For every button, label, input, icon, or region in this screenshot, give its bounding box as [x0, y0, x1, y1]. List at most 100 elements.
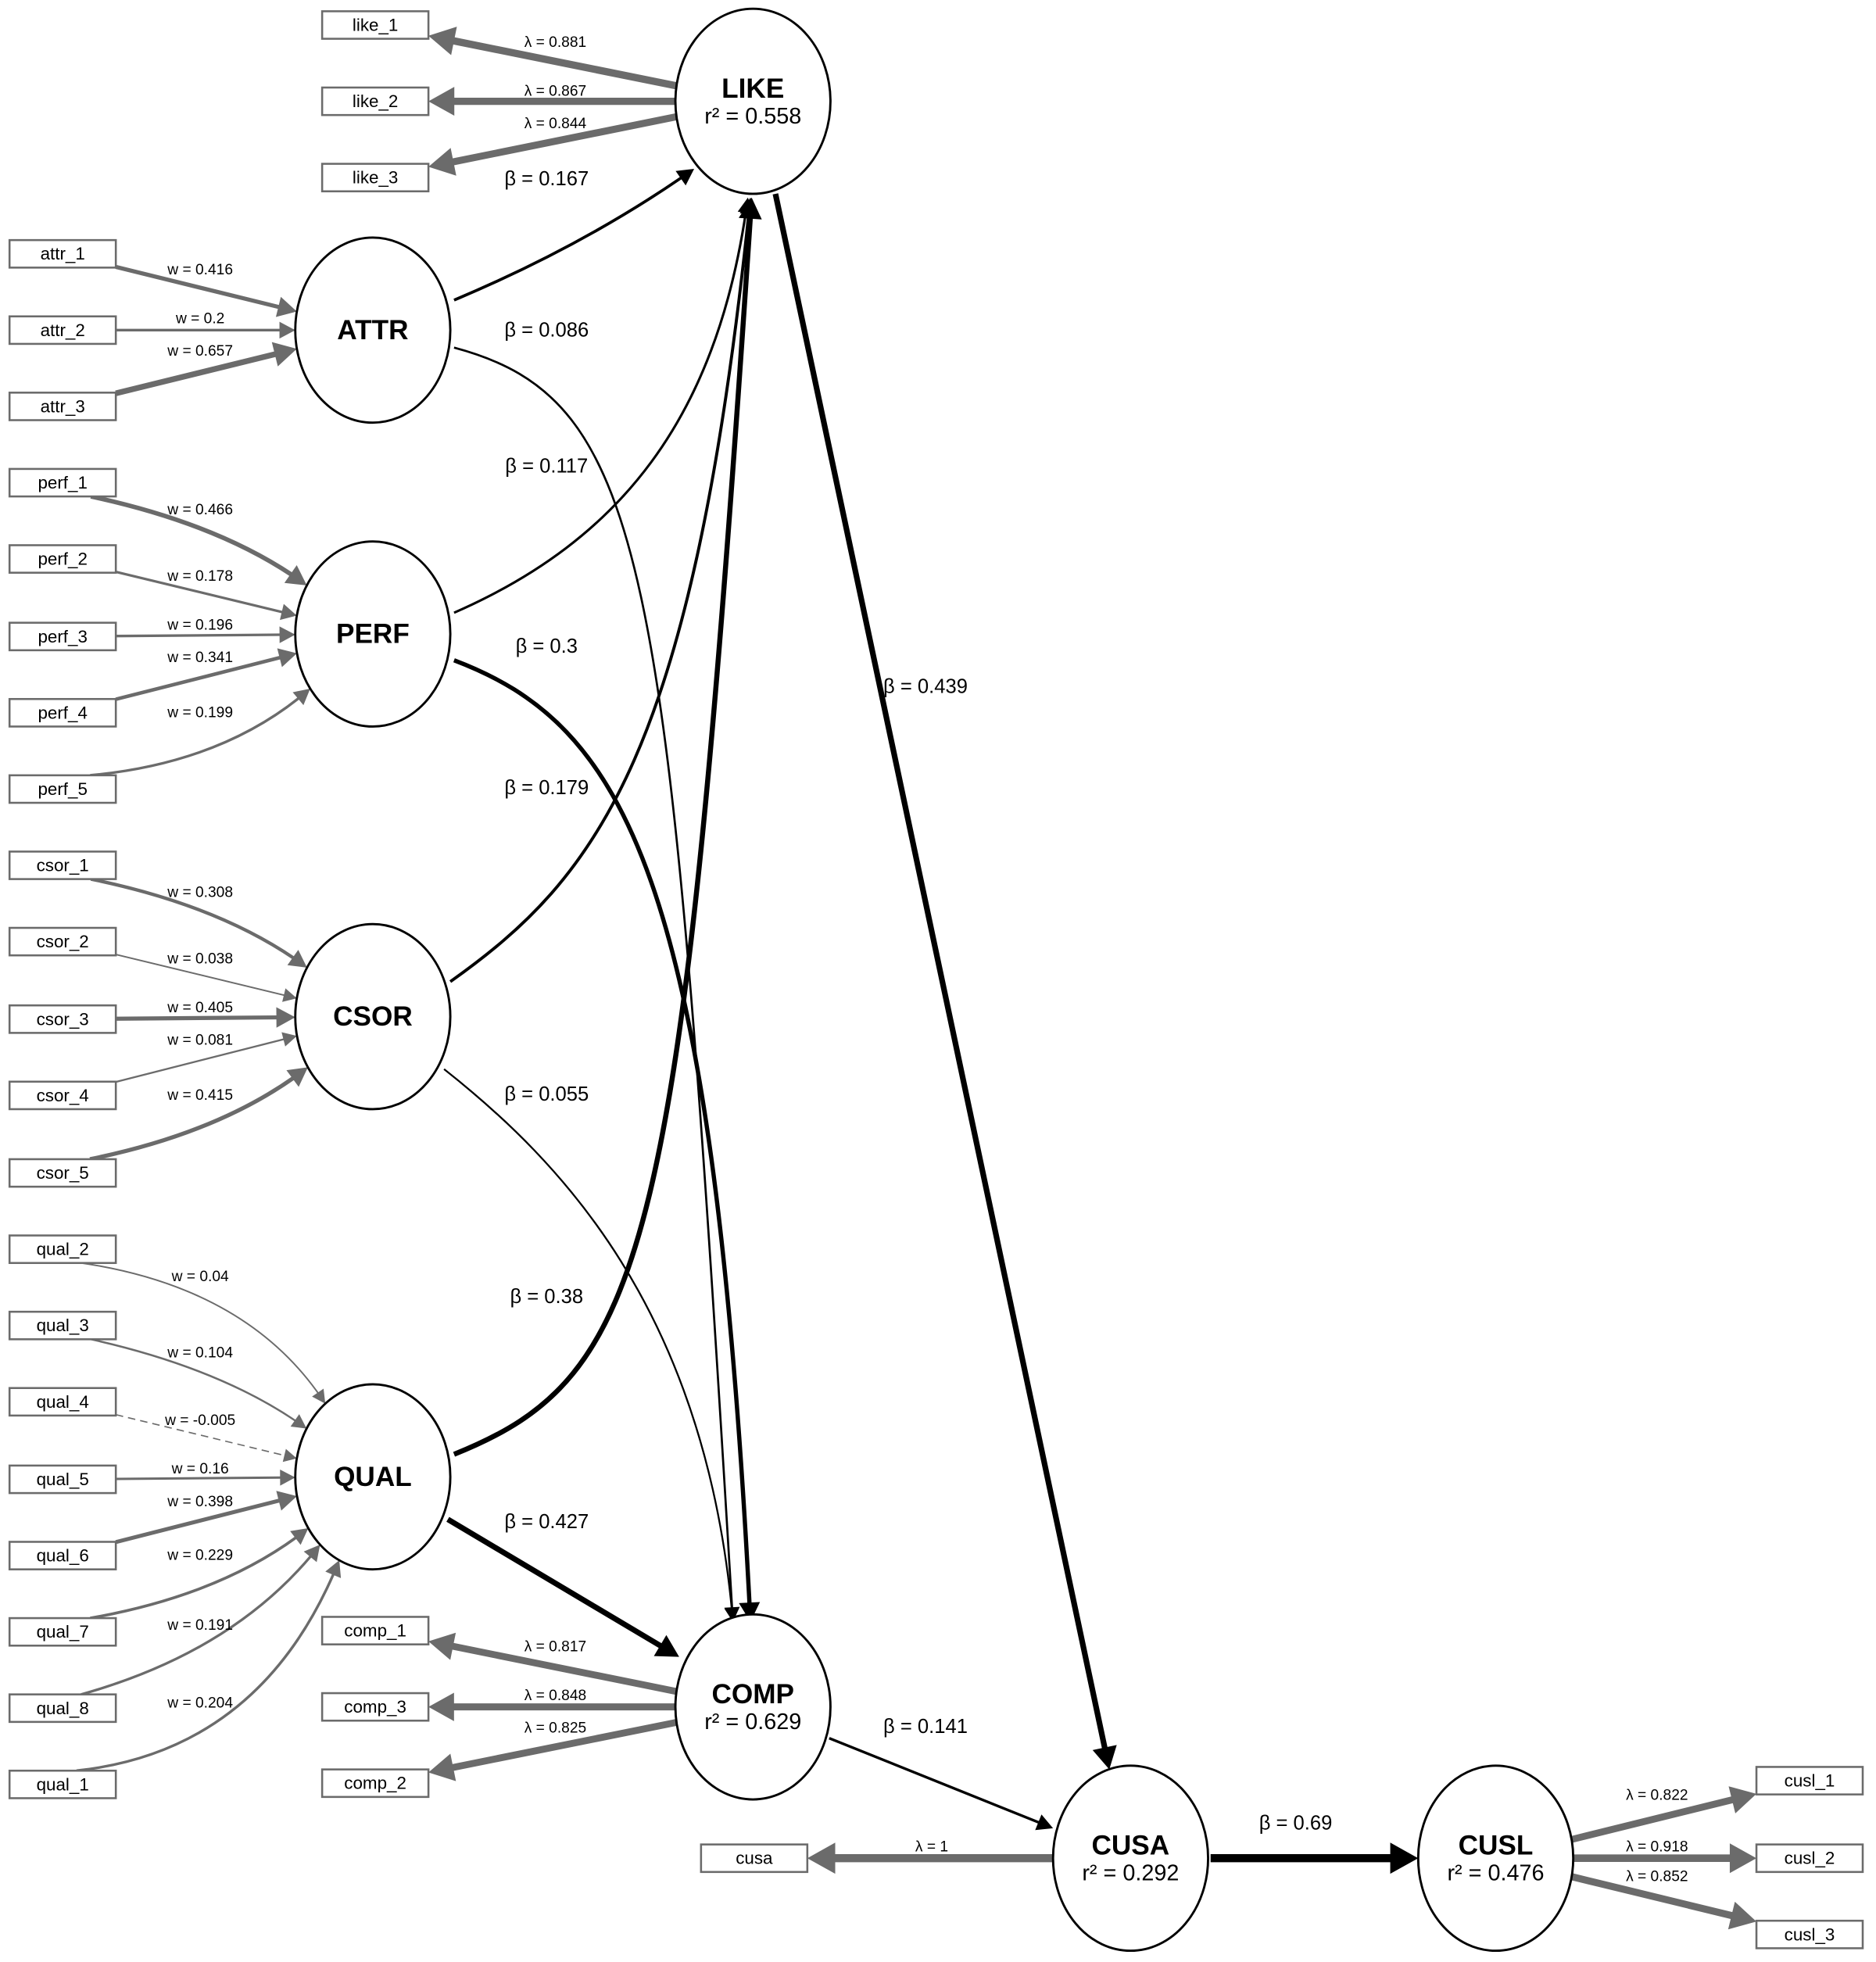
indicator-label: cusl_3: [1785, 1924, 1835, 1944]
measurement-edge-qual_4: [115, 1413, 297, 1459]
measurement-edge-comp_1: [428, 1638, 678, 1695]
indicator-label: cusl_2: [1785, 1849, 1835, 1868]
indicator-label: perf_1: [38, 473, 87, 492]
measurement-edge-cusl_1: [1570, 1790, 1758, 1843]
edge-label-cusl_2: λ = 0.918: [1626, 1838, 1688, 1855]
edge-label-csor_1: w = 0.308: [166, 885, 233, 901]
edge-label-csor_4: w = 0.081: [166, 1032, 233, 1048]
indicator-attr_3: attr_3: [8, 392, 117, 421]
edge-label-like_2: λ = 0.867: [524, 83, 586, 99]
structural-path-like-cusa: [772, 193, 1112, 1770]
measurement-edge-perf_3: [116, 633, 295, 638]
measurement-edge-attr_1: [115, 264, 298, 313]
measurement-edge-qual_8: [81, 1544, 321, 1696]
indicator-label: csor_2: [37, 932, 89, 951]
arrowhead-attr_2: [279, 321, 295, 339]
indicator-box: [8, 1387, 117, 1417]
structural-path-csor-like: [449, 197, 752, 983]
path-coefficient-label: β = 0.086: [504, 319, 589, 341]
indicator-qual_8: qual_8: [8, 1693, 117, 1724]
indicator-label: csor_1: [37, 856, 89, 875]
indicator-box: [8, 926, 117, 957]
structural-path-comp-cusa: [829, 1737, 1054, 1830]
indicator-label: csor_3: [37, 1009, 89, 1029]
measurement-edge-csor_3: [116, 1015, 295, 1021]
indicator-box: [8, 1080, 117, 1111]
measurement-edge-qual_5: [116, 1476, 295, 1480]
indicator-qual_3: qual_3: [8, 1310, 117, 1341]
indicator-perf_1: perf_1: [8, 467, 117, 498]
arrowhead-qual_8: [303, 1545, 320, 1563]
construct-name: COMP: [711, 1679, 794, 1710]
edge-label-comp_2: λ = 0.825: [524, 1720, 586, 1736]
construct-ellipse: [674, 7, 832, 195]
arrowhead-perf-comp: [739, 1602, 761, 1622]
structural-path-perf-comp: [453, 658, 753, 1623]
arrowhead-qual-comp: [653, 1634, 679, 1657]
edge-label-cusl_3: λ = 0.852: [1626, 1869, 1688, 1885]
arrowhead-cusl_2: [1729, 1843, 1757, 1874]
construct-name: LIKE: [721, 73, 784, 104]
edge-label-like_3: λ = 0.844: [524, 116, 587, 132]
indicator-box: [8, 697, 117, 728]
indicator-label: comp_3: [344, 1697, 406, 1717]
indicator-box: [8, 1158, 117, 1188]
structural-path-perf-like: [453, 197, 750, 614]
indicator-box: [8, 238, 117, 269]
structural-path-qual-like: [453, 197, 754, 1457]
edge-label-perf_3: w = 0.196: [166, 617, 233, 633]
indicator-box: [8, 467, 117, 498]
arrowhead-like_3: [428, 148, 456, 176]
measurement-edge-csor_4: [115, 1035, 298, 1083]
edge-label-qual_5: w = 0.16: [171, 1461, 229, 1477]
edge-label-attr_3: w = 0.657: [166, 343, 233, 360]
construct-ellipse: [294, 922, 452, 1111]
indicator-box: [8, 392, 117, 421]
construct-name: ATTR: [337, 315, 408, 345]
indicator-qual_4: qual_4: [8, 1387, 117, 1417]
indicator-cusa: cusa: [700, 1843, 809, 1874]
measurement-edge-attr_3: [115, 345, 298, 396]
arrowhead-attr_3: [271, 342, 297, 367]
arrowhead-comp_3: [428, 1692, 454, 1721]
structural-path-qual-comp: [446, 1516, 681, 1659]
indicator-attr_2: attr_2: [8, 315, 117, 345]
arrowhead-qual_7: [290, 1528, 309, 1545]
indicator-label: like_2: [353, 91, 398, 111]
indicator-box: [1755, 1919, 1864, 1949]
measurement-edge-like_3: [428, 113, 678, 170]
edge-label-qual_7: w = 0.229: [166, 1548, 233, 1564]
indicator-qual_5: qual_5: [8, 1464, 117, 1495]
indicator-box: [320, 1692, 430, 1722]
edge-label-cusl_1: λ = 0.822: [1626, 1788, 1688, 1804]
indicator-csor_3: csor_3: [8, 1004, 117, 1034]
edge-label-csor_5: w = 0.415: [166, 1087, 233, 1104]
edge-label-qual_8: w = 0.191: [166, 1617, 233, 1634]
edge-label-qual_1: w = 0.204: [166, 1695, 233, 1711]
edge-label-cusa: λ = 1: [915, 1838, 948, 1855]
measurement-edge-qual_2: [81, 1262, 326, 1405]
arrowhead-csor_2: [282, 988, 297, 1002]
indicator-box: [8, 1617, 117, 1647]
arrowhead-qual_5: [280, 1469, 295, 1486]
arrowhead-csor_4: [281, 1032, 297, 1047]
indicator-label: qual_7: [37, 1622, 89, 1642]
r-squared-label: r² = 0.558: [704, 104, 801, 129]
measurement-edge-qual_7: [90, 1527, 310, 1620]
indicator-label: qual_4: [37, 1392, 89, 1412]
indicator-label: perf_2: [38, 550, 87, 569]
edge-label-qual_3: w = 0.104: [166, 1344, 233, 1361]
indicator-label: comp_1: [344, 1621, 406, 1641]
indicator-csor_1: csor_1: [8, 850, 117, 880]
edge-label-perf_1: w = 0.466: [166, 502, 233, 518]
edge-label-comp_3: λ = 0.848: [524, 1688, 586, 1704]
indicator-label: qual_6: [37, 1546, 89, 1566]
arrowhead-qual_1: [325, 1560, 342, 1578]
indicator-box: [8, 1004, 117, 1034]
measurement-edge-qual_3: [90, 1338, 308, 1430]
path-coefficient-label: β = 0.055: [504, 1083, 589, 1105]
construct-csor: CSOR: [294, 922, 452, 1111]
